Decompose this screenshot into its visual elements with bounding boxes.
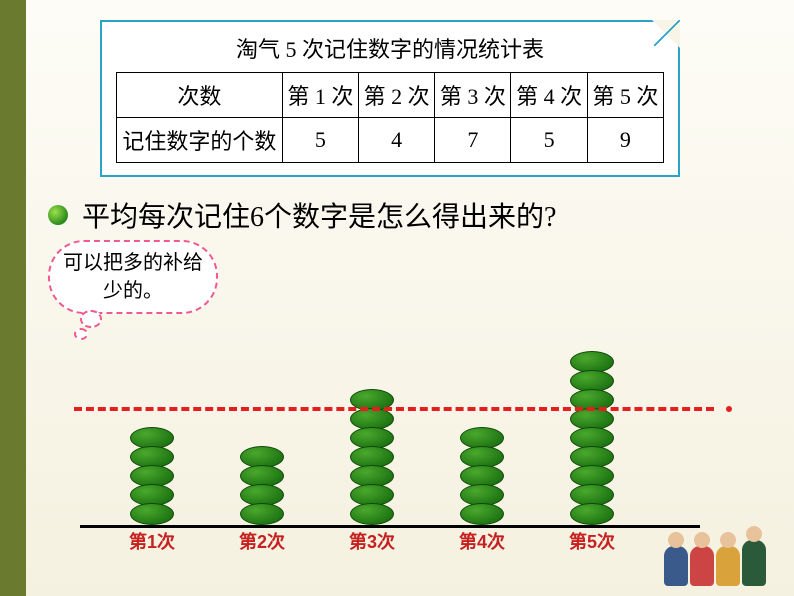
average-line <box>74 407 714 411</box>
bullet-icon <box>48 205 68 225</box>
col-header: 第 1 次 <box>282 73 358 118</box>
side-accent-bar <box>0 0 26 596</box>
table-row: 次数 第 1 次 第 2 次 第 3 次 第 4 次 第 5 次 <box>117 73 664 118</box>
cell-value: 5 <box>282 118 358 163</box>
col-header: 第 2 次 <box>358 73 434 118</box>
col-header: 第 5 次 <box>587 73 663 118</box>
table-title: 淘气 5 次记住数字的情况统计表 <box>116 32 664 64</box>
x-axis-label: 第4次 <box>442 528 522 554</box>
disc-icon <box>570 503 614 525</box>
thought-text: 可以把多的补给少的。 <box>60 249 206 305</box>
stats-table-panel: 淘气 5 次记住数字的情况统计表 次数 第 1 次 第 2 次 第 3 次 第 … <box>100 20 680 177</box>
question-text: 平均每次记住6个数字是怎么得出来的? <box>82 195 556 235</box>
cell-value: 9 <box>587 118 663 163</box>
thought-bubble: 可以把多的补给少的。 <box>48 240 218 314</box>
disc-icon <box>240 503 284 525</box>
cell-value: 4 <box>358 118 434 163</box>
avg-line-end-dot <box>726 406 732 412</box>
people-illustration <box>664 506 784 586</box>
stats-table: 次数 第 1 次 第 2 次 第 3 次 第 4 次 第 5 次 记住数字的个数… <box>116 72 664 163</box>
x-axis-label: 第1次 <box>112 528 192 554</box>
disc-stack <box>460 430 504 525</box>
cell-value: 7 <box>435 118 511 163</box>
col-header: 第 4 次 <box>511 73 587 118</box>
row-header: 记住数字的个数 <box>117 118 283 163</box>
disc-stack <box>240 449 284 525</box>
table-row: 记住数字的个数 5 4 7 5 9 <box>117 118 664 163</box>
x-axis-label: 第3次 <box>332 528 412 554</box>
disc-chart: 第1次 第2次 第3次 第4次 第5次 <box>80 316 700 552</box>
cell-value: 5 <box>511 118 587 163</box>
disc-icon <box>350 503 394 525</box>
disc-stack <box>350 392 394 525</box>
row-header: 次数 <box>117 73 283 118</box>
disc-icon <box>460 503 504 525</box>
disc-icon <box>130 503 174 525</box>
x-axis-label: 第5次 <box>552 528 632 554</box>
disc-stack <box>130 430 174 525</box>
x-axis-label: 第2次 <box>222 528 302 554</box>
col-header: 第 3 次 <box>435 73 511 118</box>
question-row: 平均每次记住6个数字是怎么得出来的? <box>48 195 556 235</box>
disc-stack <box>570 354 614 525</box>
